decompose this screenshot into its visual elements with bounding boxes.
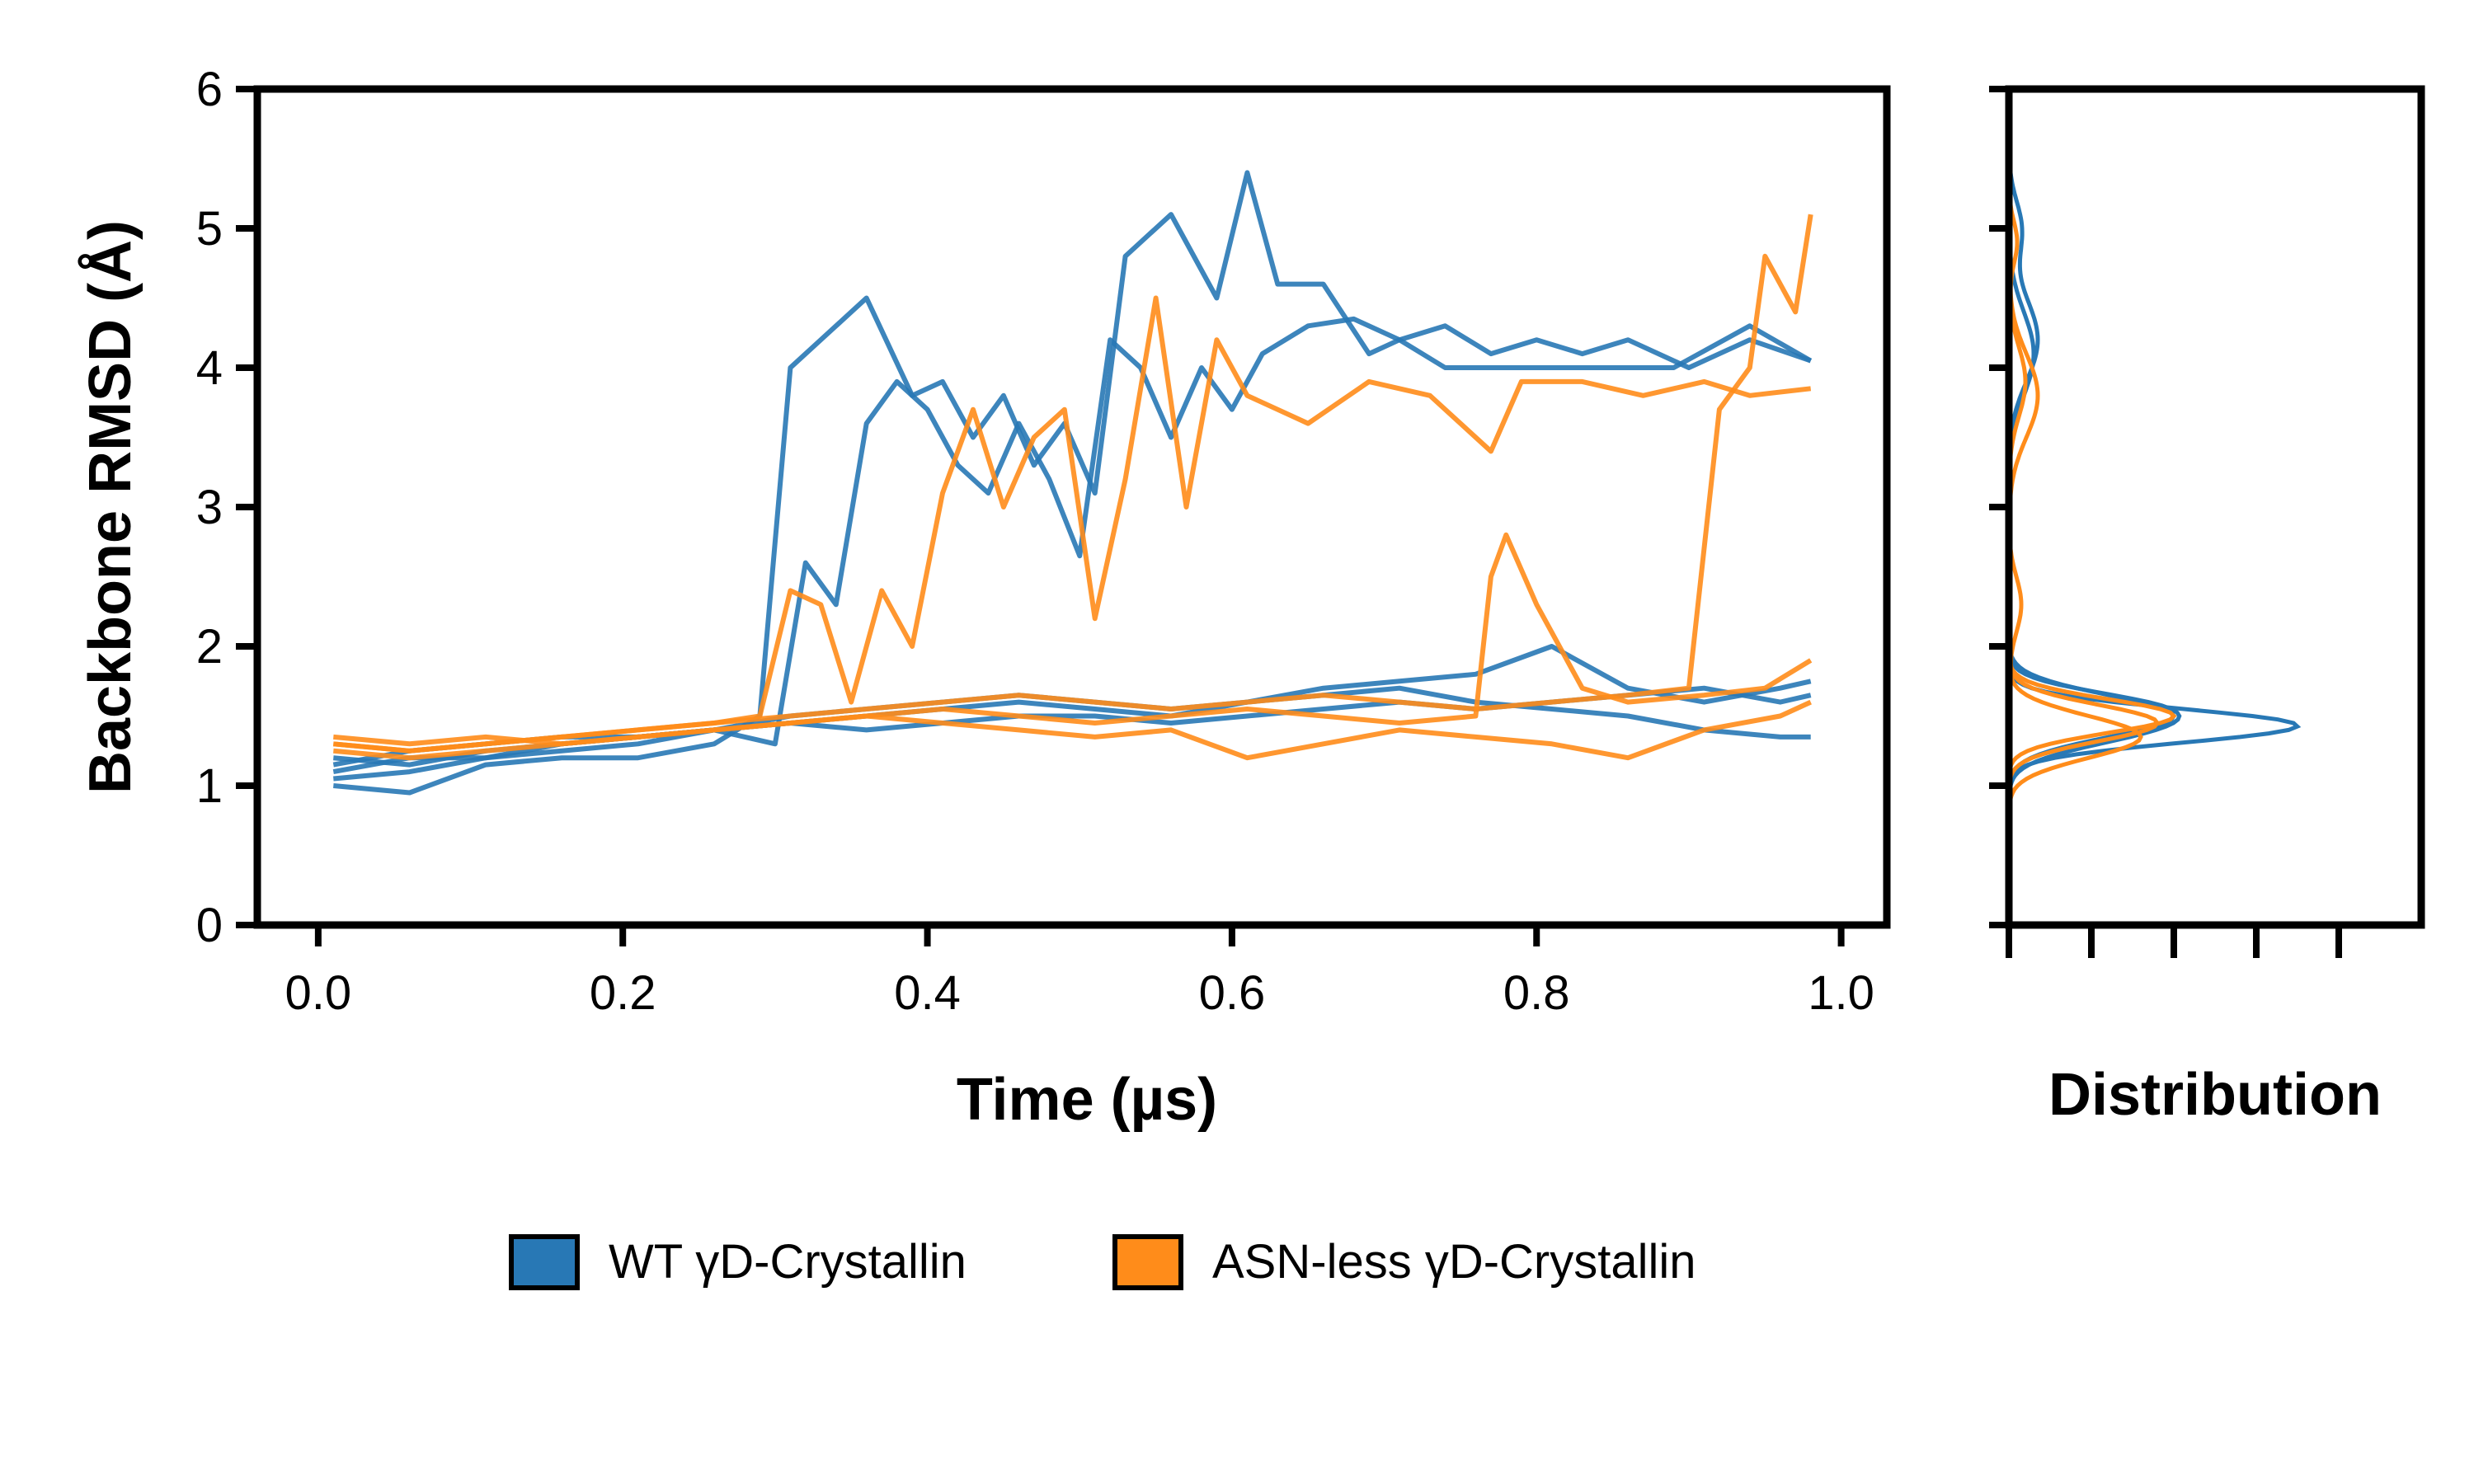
y-axis-ticks: 0 1 2 3 4 5 6 [196, 63, 257, 952]
distribution-plot: Distribution [1989, 85, 2425, 1128]
legend-label: ASN-less γD-Crystallin [1212, 1235, 1696, 1289]
distribution-curve-4 [2006, 89, 2177, 925]
x-tick-label: 0.8 [1503, 966, 1570, 1020]
x-axis-title: Time (µs) [957, 1067, 1217, 1133]
legend-label: WT γD-Crystallin [609, 1235, 967, 1289]
distribution-curve-2 [2006, 89, 2177, 925]
y-tick-label: 1 [196, 759, 223, 813]
legend-swatch [509, 1234, 580, 1290]
x-tick-label: 0.2 [590, 966, 656, 1020]
distribution-curves [2006, 89, 2302, 925]
distribution-curve-5 [2006, 89, 2161, 925]
distribution-axis-title: Distribution [2048, 1062, 2382, 1128]
x-axis-ticks: 0.0 0.2 0.4 0.6 0.8 1.0 [285, 925, 1874, 1020]
distribution-frame [2005, 85, 2425, 929]
legend: WT γD-Crystallin ASN-less γD-Crystallin [509, 1234, 1696, 1290]
distribution-ticks [1989, 86, 2342, 958]
main-plot-frame [253, 85, 1891, 929]
main-plot-lines [332, 170, 1813, 796]
legend-swatch [1112, 1234, 1183, 1290]
series-line-8 [333, 532, 1813, 761]
main-plot: 0.0 0.2 0.4 0.6 0.8 1.0 0 1 2 3 4 5 6 Time (µs) Bac… [78, 63, 1891, 1133]
x-tick-label: 0.4 [894, 966, 961, 1020]
distribution-curve-1 [2006, 89, 2302, 925]
y-tick-label: 0 [196, 899, 223, 952]
distribution-curve-6 [2006, 89, 2143, 925]
series-line-7 [333, 214, 1813, 754]
y-tick-label: 5 [196, 202, 223, 256]
x-tick-label: 0.6 [1199, 966, 1266, 1020]
distribution-curve-3 [2006, 89, 2182, 925]
y-tick-label: 4 [196, 341, 223, 395]
series-line-9 [333, 699, 1812, 761]
y-tick-label: 2 [196, 620, 223, 674]
series-line-2 [333, 316, 1812, 782]
x-tick-label: 0.0 [285, 966, 352, 1020]
y-tick-label: 3 [196, 481, 223, 534]
y-axis-title: Backbone RMSD (Å) [78, 220, 143, 794]
y-tick-label: 6 [196, 63, 223, 116]
x-tick-label: 1.0 [1808, 966, 1874, 1020]
